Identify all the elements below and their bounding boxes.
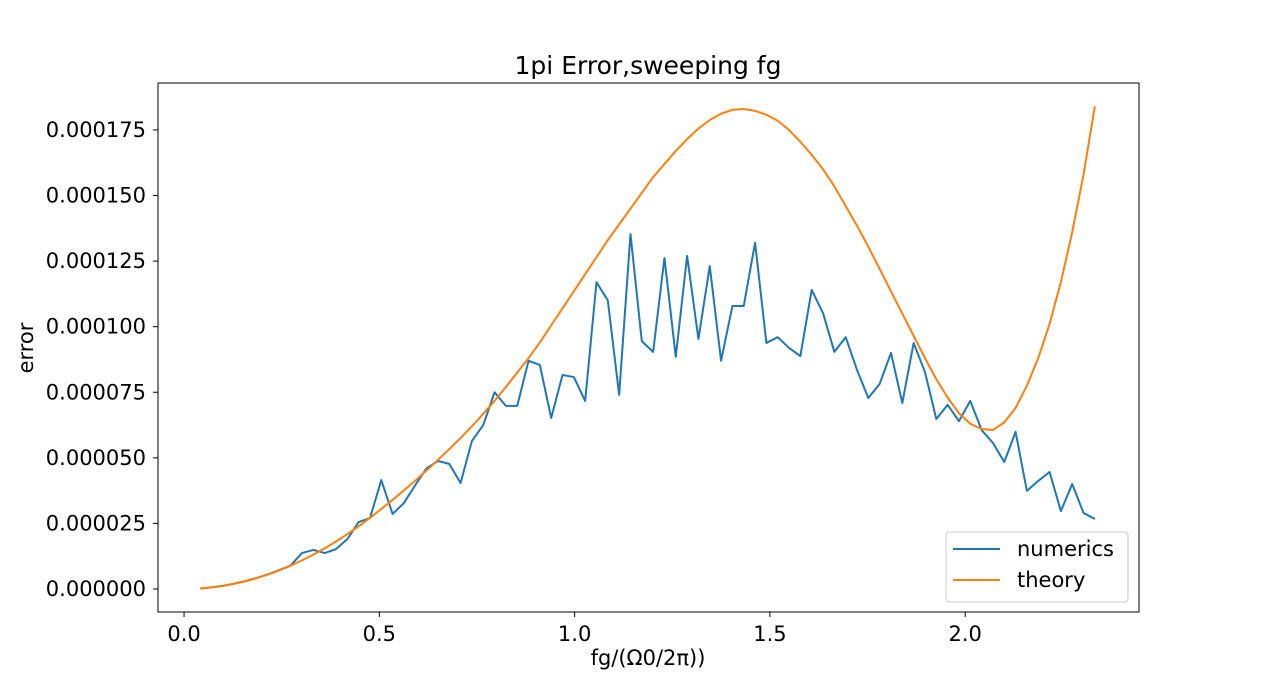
x-tick-label: 0.0 [167,622,200,646]
x-tick-label: 0.5 [363,622,396,646]
legend-label: numerics [1017,537,1114,561]
chart-title: 1pi Error,sweeping fg [515,51,782,80]
legend-label: theory [1017,568,1085,592]
y-tick-label: 0.000025 [46,511,146,535]
y-tick-label: 0.000100 [46,315,146,339]
y-axis-label: error [14,322,38,373]
x-axis-label: fg/(Ω0/2π)) [591,646,706,670]
x-tick-label: 1.0 [558,622,591,646]
series-line [199,106,1096,590]
y-tick-label: 0.000050 [46,446,146,470]
y-tick-label: 0.000150 [46,184,146,208]
y-tick-label: 0.000075 [46,380,146,404]
plot-frame [157,82,1140,613]
x-tick-label: 1.5 [753,622,786,646]
y-tick-label: 0.000125 [46,249,146,273]
y-tick-label: 0.000000 [46,577,146,601]
y-tick-label: 0.000175 [46,118,146,142]
x-tick-label: 2.0 [948,622,981,646]
series-line [199,233,1096,590]
